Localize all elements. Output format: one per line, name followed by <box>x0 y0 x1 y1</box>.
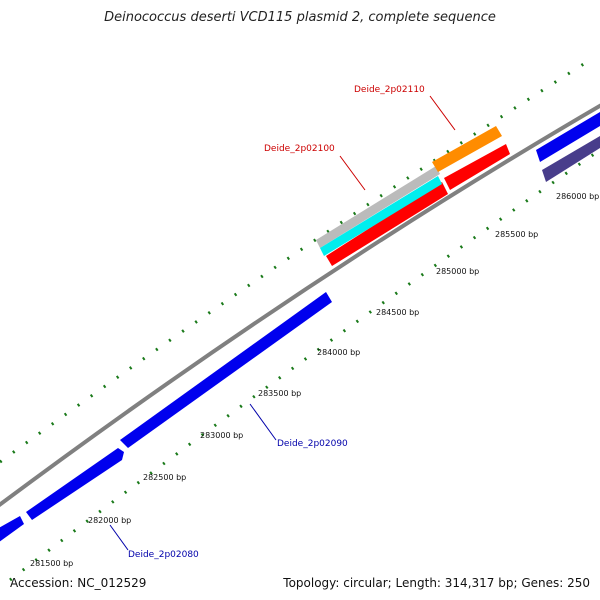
scale-tick-label: 284000 bp <box>317 348 360 357</box>
gene-arrow[interactable] <box>542 136 600 182</box>
callout-line <box>249 403 277 441</box>
gene-arrow[interactable] <box>26 448 124 520</box>
gene-label-2p02110[interactable]: Deide_2p02110 <box>354 85 425 95</box>
scale-tick-label: 285500 bp <box>495 230 538 239</box>
scale-tick-label: 286000 bp <box>556 192 599 201</box>
scale-tick-label: 282500 bp <box>143 473 186 482</box>
gene-arrow[interactable] <box>320 176 442 256</box>
scale-tick-label: 283000 bp <box>200 431 243 440</box>
callout-line <box>429 95 456 131</box>
gene-label-2p02090[interactable]: Deide_2p02090 <box>277 439 348 449</box>
map-title: Deinococcus deserti VCD115 plasmid 2, co… <box>104 10 496 25</box>
scale-tick-label: 283500 bp <box>258 389 301 398</box>
reverse-strand-genes <box>0 112 600 545</box>
scale-ticks: 281500 bp 282000 bp 282500 bp 283000 bp … <box>30 192 599 568</box>
scale-tick-label: 284500 bp <box>376 308 419 317</box>
outer-dotted-ring <box>0 58 591 464</box>
accession-text: Accession: NC_012529 <box>10 576 147 590</box>
genome-backbone <box>0 103 600 508</box>
callout-line <box>339 155 366 191</box>
gene-arrow[interactable] <box>0 516 24 545</box>
gene-arrow[interactable] <box>536 112 600 162</box>
forward-strand-genes <box>316 126 502 256</box>
topology-summary: Topology: circular; Length: 314,317 bp; … <box>283 576 590 590</box>
gene-arrow[interactable] <box>432 126 502 172</box>
gene-label-2p02080[interactable]: Deide_2p02080 <box>128 550 199 560</box>
scale-tick-label: 285000 bp <box>436 267 479 276</box>
scale-tick-label: 281500 bp <box>30 559 73 568</box>
gene-arrow[interactable] <box>316 166 440 248</box>
gene-callouts: Deide_2p02080 Deide_2p02090 Deide_2p0210… <box>109 85 456 560</box>
gene-arrow[interactable] <box>120 292 332 448</box>
gene-arrow[interactable] <box>444 144 510 190</box>
callout-line <box>109 524 129 551</box>
gene-arrow[interactable] <box>326 182 448 266</box>
scale-tick-label: 282000 bp <box>88 516 131 525</box>
gene-label-2p02100[interactable]: Deide_2p02100 <box>264 144 335 154</box>
